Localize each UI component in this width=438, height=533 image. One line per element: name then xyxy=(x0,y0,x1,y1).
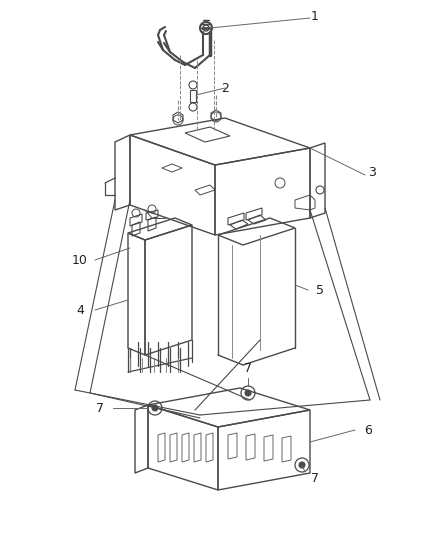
Text: 2: 2 xyxy=(221,82,229,94)
Text: 1: 1 xyxy=(311,10,319,22)
Text: 7: 7 xyxy=(96,401,104,415)
Circle shape xyxy=(245,390,251,396)
Circle shape xyxy=(152,405,158,411)
Text: 7: 7 xyxy=(311,472,319,484)
Text: 3: 3 xyxy=(368,166,376,179)
Circle shape xyxy=(299,462,305,468)
Text: 4: 4 xyxy=(76,303,84,317)
Text: 6: 6 xyxy=(364,424,372,437)
Text: 5: 5 xyxy=(316,284,324,296)
Text: 10: 10 xyxy=(72,254,88,266)
Text: 7: 7 xyxy=(244,361,252,375)
